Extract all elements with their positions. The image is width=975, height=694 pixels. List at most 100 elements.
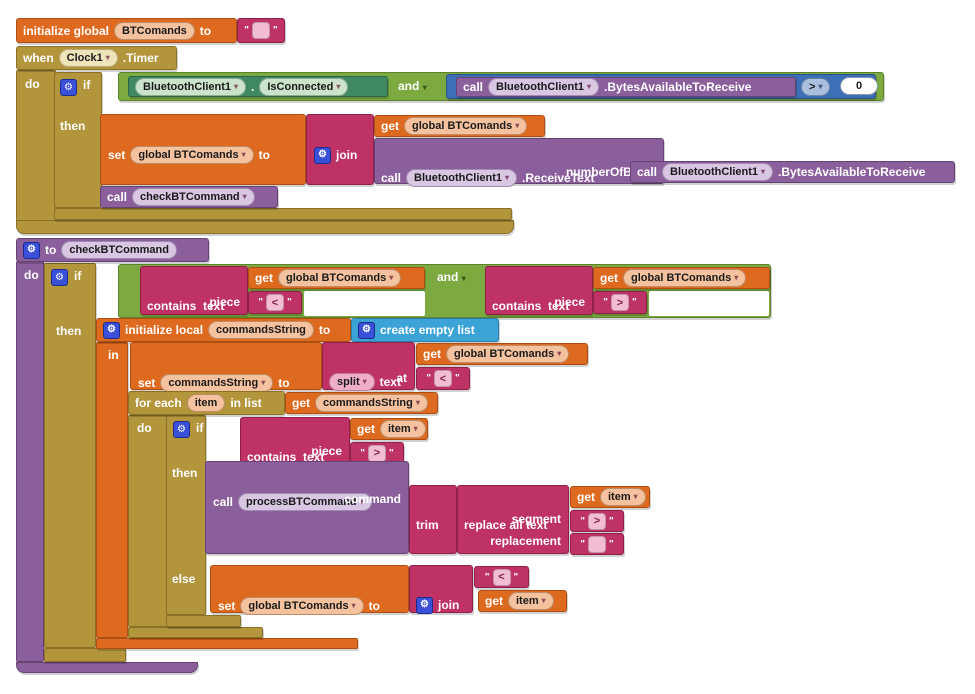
field-split-mode[interactable]: split ▾ [329, 373, 375, 391]
field-processbtcommand-proc[interactable]: processBTCommand ▾ [238, 493, 372, 511]
inner-if-spine[interactable] [166, 415, 206, 615]
block-call-bytesavailable-1[interactable]: call BluetoothClient1 ▾ .BytesAvailableTo… [456, 77, 796, 97]
if-block-spine-proc[interactable] [44, 263, 96, 648]
block-get-global-btcomands-4[interactable]: get global BTComands ▾ [416, 343, 588, 365]
block-string-gt-2[interactable]: " > " [350, 442, 404, 464]
block-join-2[interactable]: ⚙ join [409, 565, 473, 614]
field-compare-operator[interactable]: > ▾ [801, 78, 831, 96]
if-block-bottom-when[interactable] [54, 208, 512, 220]
block-call-checkbtcommand[interactable]: call checkBTCommand ▾ [100, 186, 278, 208]
block-split-text[interactable]: split ▾ text at [322, 342, 415, 391]
field-procedure-name[interactable]: checkBTCommand [61, 241, 177, 259]
block-call-processbtcommand[interactable]: call processBTCommand ▾ command [205, 461, 409, 554]
string-field-empty[interactable] [588, 535, 606, 553]
block-foreach-item[interactable]: for each item in list [128, 391, 285, 415]
block-contains-text-3[interactable]: contains text piece [240, 417, 350, 464]
block-string-gt-1[interactable]: " > " [593, 291, 647, 314]
block-contains-text-2[interactable]: contains text piece [485, 266, 593, 315]
string-field-gt[interactable]: > [368, 444, 386, 462]
block-create-empty-list[interactable]: ⚙ create empty list [351, 318, 499, 342]
field-global-btcomands[interactable]: global BTComands ▾ [623, 269, 747, 287]
field-bt-component[interactable]: BluetoothClient1 ▾ [488, 78, 600, 96]
block-contains-text-1[interactable]: contains text piece [140, 266, 248, 315]
procedure-bottom[interactable] [16, 662, 198, 673]
dropdown-arrow-icon: ▾ [389, 273, 394, 282]
block-empty-string-init[interactable]: " " [237, 18, 285, 43]
block-get-item-1[interactable]: get item ▾ [350, 418, 428, 440]
foreach-bottom[interactable] [128, 627, 263, 638]
block-string-empty-2[interactable]: " " [570, 533, 624, 555]
and-operator-label[interactable]: and ▾ [398, 79, 427, 93]
field-clock-component[interactable]: Clock1 ▾ [58, 49, 118, 67]
string-field-gt[interactable]: > [611, 294, 629, 311]
field-commandsstring[interactable]: commandsString ▾ [160, 374, 274, 392]
block-init-global-btcomands[interactable]: initialize global BTComands to [16, 18, 237, 43]
mutator-gear-icon[interactable]: ⚙ [60, 79, 77, 96]
block-get-global-btcomands-2[interactable]: get global BTComands ▾ [248, 267, 425, 289]
field-item[interactable]: item ▾ [380, 420, 426, 438]
field-global-var-name[interactable]: BTComands [114, 21, 195, 40]
field-global-btcomands[interactable]: global BTComands ▾ [130, 146, 254, 164]
block-get-item-2[interactable]: get item ▾ [570, 486, 650, 508]
string-field-lt[interactable]: < [434, 370, 452, 387]
and-operator-label[interactable]: and ▾ [437, 270, 466, 284]
block-when-clock-timer[interactable]: when Clock1 ▾ .Timer [16, 46, 177, 70]
block-get-item-3[interactable]: get item ▾ [478, 590, 567, 612]
foreach-do-label: do [137, 421, 152, 435]
block-trim[interactable]: trim [409, 485, 457, 554]
block-isconnected-getter[interactable]: BluetoothClient1 ▾ . IsConnected ▾ [128, 76, 388, 97]
field-isconnected-property[interactable]: IsConnected ▾ [259, 77, 349, 96]
block-procedure-def-checkbtcommand[interactable]: ⚙ to checkBTCommand [16, 238, 209, 262]
block-string-lt-1[interactable]: " < " [248, 291, 302, 314]
field-bt-component[interactable]: BluetoothClient1 ▾ [135, 77, 247, 96]
block-call-bytesavailable-2[interactable]: call BluetoothClient1 ▾ .BytesAvailableTo… [630, 161, 955, 183]
block-number-zero[interactable]: 0 [840, 77, 878, 95]
replacement-label: replacement [490, 534, 561, 548]
field-global-btcomands[interactable]: global BTComands ▾ [446, 345, 570, 363]
mutator-gear-icon[interactable]: ⚙ [23, 241, 40, 259]
block-string-gt-3[interactable]: " > " [570, 510, 624, 532]
block-string-lt-2[interactable]: " < " [416, 367, 470, 390]
block-join-1[interactable]: ⚙ join [306, 114, 374, 185]
string-field-empty[interactable] [252, 22, 270, 39]
mutator-gear-icon[interactable]: ⚙ [314, 146, 331, 164]
procedure-body-spine[interactable] [16, 261, 44, 662]
foreach-keyword: for each [135, 396, 182, 410]
mutator-gear-icon[interactable]: ⚙ [103, 321, 120, 339]
field-item[interactable]: item ▾ [508, 592, 554, 610]
field-global-btcomands[interactable]: global BTComands ▾ [404, 117, 528, 135]
init-local-bottom[interactable] [96, 638, 358, 649]
block-get-global-btcomands-3[interactable]: get global BTComands ▾ [593, 267, 770, 289]
mutator-gear-icon[interactable]: ⚙ [51, 269, 68, 286]
field-commandsstring[interactable]: commandsString ▾ [315, 394, 428, 412]
string-field-gt[interactable]: > [588, 512, 606, 530]
when-block-body-spine[interactable] [16, 70, 56, 222]
foreach-spine[interactable] [128, 415, 168, 627]
block-get-commandsstring[interactable]: get commandsString ▾ [285, 392, 438, 414]
field-checkbtcommand-proc[interactable]: checkBTCommand ▾ [132, 188, 255, 206]
field-loop-var[interactable]: item [186, 394, 226, 412]
block-set-global-btcomands-2[interactable]: set global BTComands ▾ to [210, 565, 409, 615]
field-bt-component[interactable]: BluetoothClient1 ▾ [406, 169, 518, 187]
inner-if-bottom[interactable] [166, 615, 241, 627]
mutator-gear-icon[interactable]: ⚙ [358, 321, 375, 339]
mutator-gear-icon[interactable]: ⚙ [173, 421, 190, 438]
field-global-btcomands[interactable]: global BTComands ▾ [278, 269, 402, 287]
block-set-global-btcomands-1[interactable]: set global BTComands ▾ to [100, 114, 306, 185]
when-block-bottom[interactable] [16, 220, 514, 234]
field-local-var-name[interactable]: commandsString [208, 321, 314, 339]
field-item[interactable]: item ▾ [600, 488, 646, 506]
block-call-receivetext[interactable]: call BluetoothClient1 ▾ .ReceiveText numb… [374, 138, 664, 187]
field-bt-component[interactable]: BluetoothClient1 ▾ [662, 163, 774, 181]
block-string-lt-3[interactable]: " < " [474, 566, 529, 588]
block-init-local-commandsstring[interactable]: ⚙ initialize local commandsString to [96, 318, 351, 342]
block-set-commandsstring[interactable]: set commandsString ▾ to [130, 342, 322, 392]
block-replace-all-text[interactable]: replace all text segment replacement [457, 485, 569, 554]
init-local-spine[interactable] [96, 342, 128, 638]
block-get-global-btcomands-1[interactable]: get global BTComands ▾ [374, 115, 545, 137]
if-block-bottom-proc[interactable] [44, 648, 126, 662]
string-field-lt[interactable]: < [492, 568, 511, 586]
string-field-lt[interactable]: < [266, 294, 284, 311]
field-global-btcomands[interactable]: global BTComands ▾ [240, 597, 364, 615]
mutator-gear-icon[interactable]: ⚙ [416, 596, 433, 614]
